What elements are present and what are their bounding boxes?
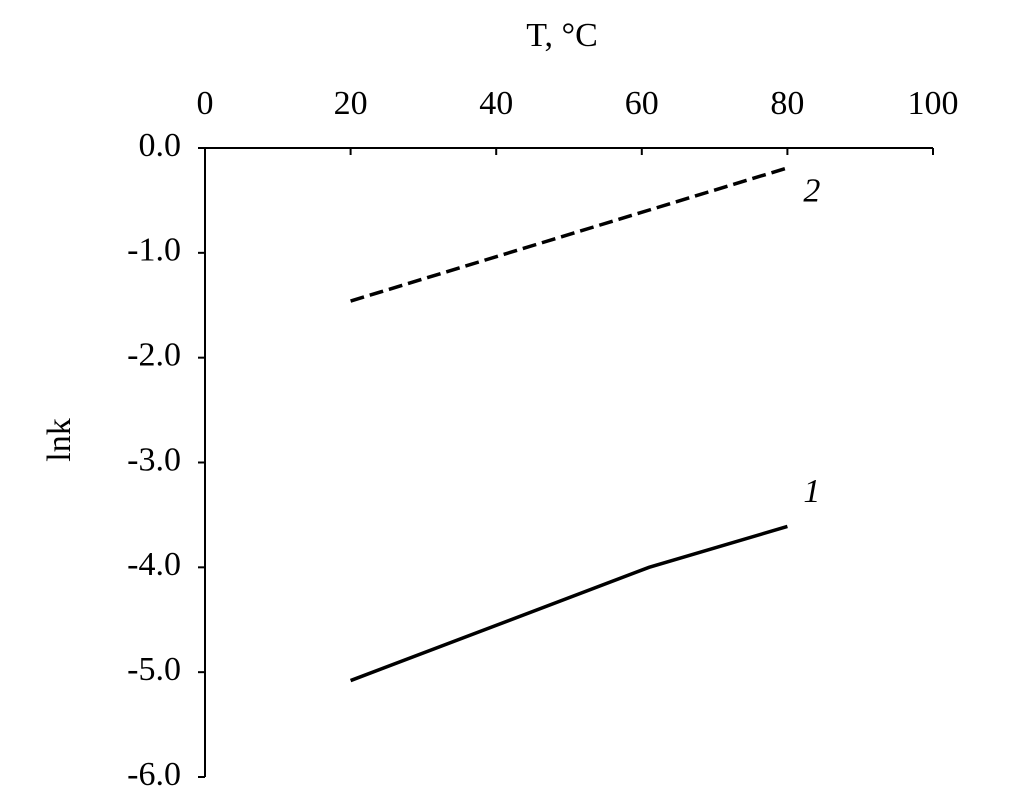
x-tick-label: 100 bbox=[908, 85, 959, 122]
y-tick-label: -5.0 bbox=[127, 651, 181, 688]
y-tick-label: -6.0 bbox=[127, 756, 181, 793]
series-label: 1 bbox=[803, 473, 820, 510]
y-tick-label: -2.0 bbox=[127, 336, 181, 373]
x-tick-label: 0 bbox=[197, 85, 214, 122]
y-tick-label: -3.0 bbox=[127, 441, 181, 478]
y-tick-label: -1.0 bbox=[127, 232, 181, 269]
series-line bbox=[350, 166, 788, 303]
x-axis-label: T, °C bbox=[526, 17, 598, 54]
x-tick-label: 80 bbox=[770, 85, 804, 122]
x-tick-label: 60 bbox=[625, 85, 659, 122]
x-tick-label: 40 bbox=[479, 85, 513, 122]
y-axis-label: lnk bbox=[41, 418, 78, 461]
x-tick-label: 20 bbox=[334, 85, 368, 122]
y-tick-label: 0.0 bbox=[139, 127, 182, 164]
series-line bbox=[349, 524, 788, 683]
y-tick-label: -4.0 bbox=[127, 546, 181, 583]
series-label: 2 bbox=[803, 173, 820, 210]
